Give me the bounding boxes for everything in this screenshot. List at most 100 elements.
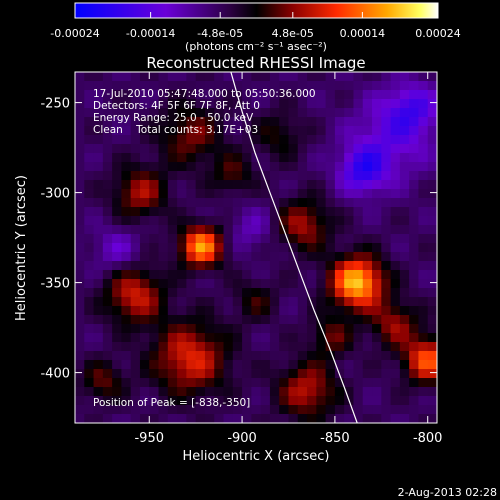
heatmap-cell xyxy=(390,315,401,325)
heatmap-cell xyxy=(223,297,234,307)
heatmap-cell xyxy=(195,414,206,423)
heatmap-cell xyxy=(121,108,132,118)
heatmap-cell xyxy=(362,369,373,379)
heatmap-cell xyxy=(390,351,401,361)
heatmap-cell xyxy=(269,378,280,388)
heatmap-cell xyxy=(334,396,345,406)
heatmap-cell xyxy=(149,81,160,91)
heatmap-cell xyxy=(427,324,437,334)
heatmap-cell xyxy=(288,162,299,172)
heatmap-cell xyxy=(334,225,345,235)
heatmap-cell xyxy=(167,126,178,136)
heatmap-cell xyxy=(158,81,169,91)
heatmap-cell xyxy=(149,288,160,298)
heatmap-cell xyxy=(307,405,317,415)
chart-title: Reconstructed RHESSI Image xyxy=(146,54,365,72)
heatmap-cell xyxy=(251,342,262,352)
heatmap-cell xyxy=(177,135,187,145)
heatmap-cell xyxy=(93,225,104,235)
heatmap-cell xyxy=(75,162,85,172)
heatmap-cell xyxy=(186,252,197,262)
heatmap-cell xyxy=(112,225,123,235)
heatmap-cell xyxy=(121,135,132,145)
heatmap-cell xyxy=(93,405,104,415)
heatmap-cell xyxy=(325,162,336,172)
heatmap-cell xyxy=(381,351,392,361)
info-energy-range: Energy Range: 25.0 - 50.0 keV xyxy=(93,112,254,124)
heatmap-cell xyxy=(381,360,392,370)
heatmap-cell xyxy=(316,414,327,423)
heatmap-cell xyxy=(372,225,382,235)
heatmap-cell xyxy=(362,243,373,253)
heatmap-cell xyxy=(409,144,420,154)
heatmap-cell xyxy=(251,261,262,271)
heatmap-cell xyxy=(112,396,123,406)
heatmap-cell xyxy=(316,198,327,208)
heatmap-cell xyxy=(242,396,252,406)
heatmap-cell xyxy=(139,225,150,235)
heatmap-cell xyxy=(344,342,355,352)
heatmap-cell xyxy=(130,342,141,352)
heatmap-cell xyxy=(112,378,123,388)
heatmap-cell xyxy=(102,252,113,262)
heatmap-cell xyxy=(177,243,187,253)
heatmap-cell xyxy=(139,252,150,262)
heatmap-cell xyxy=(149,216,160,226)
heatmap-cell xyxy=(121,81,132,91)
heatmap-cell xyxy=(427,378,437,388)
heatmap-cell xyxy=(344,126,355,136)
heatmap-cell xyxy=(334,243,345,253)
heatmap-cell xyxy=(344,216,355,226)
heatmap-cell xyxy=(288,360,299,370)
heatmap-cell xyxy=(325,414,336,423)
heatmap-cell xyxy=(158,234,169,244)
heatmap-cell xyxy=(93,396,104,406)
heatmap-cell xyxy=(288,126,299,136)
heatmap-cell xyxy=(427,360,437,370)
heatmap-cell xyxy=(325,126,336,136)
heatmap-cell xyxy=(112,315,123,325)
heatmap-cell xyxy=(204,81,215,91)
heatmap-cell xyxy=(167,396,178,406)
heatmap-cell xyxy=(167,369,178,379)
heatmap-cell xyxy=(353,216,364,226)
heatmap-cell xyxy=(353,126,364,136)
heatmap-cell xyxy=(251,198,262,208)
heatmap-cell xyxy=(325,369,336,379)
heatmap-cell xyxy=(232,162,243,172)
heatmap-cell xyxy=(177,342,187,352)
heatmap-cell xyxy=(84,108,95,118)
heatmap-cell xyxy=(260,315,271,325)
heatmap-cell xyxy=(223,252,234,262)
heatmap-cell xyxy=(409,216,420,226)
heatmap-cell xyxy=(372,387,382,397)
heatmap-cell xyxy=(149,234,160,244)
heatmap-cell xyxy=(334,297,345,307)
heatmap-cell xyxy=(390,360,401,370)
heatmap-cell xyxy=(102,351,113,361)
heatmap-cell xyxy=(223,234,234,244)
heatmap-cell xyxy=(195,342,206,352)
heatmap-cell xyxy=(214,99,225,109)
heatmap-cell xyxy=(121,279,132,289)
heatmap-cell xyxy=(288,414,299,423)
y-tick-label: -250 xyxy=(40,97,70,112)
colorbar-tick-label: -0.00014 xyxy=(126,27,175,40)
heatmap-cell xyxy=(130,126,141,136)
heatmap-cell xyxy=(149,225,160,235)
heatmap-cell xyxy=(158,378,169,388)
heatmap-cell xyxy=(84,378,95,388)
heatmap-cell xyxy=(409,99,420,109)
heatmap-cell xyxy=(112,234,123,244)
heatmap-cell xyxy=(427,90,437,100)
heatmap-cell xyxy=(316,369,327,379)
heatmap-cell xyxy=(334,207,345,217)
heatmap-cell xyxy=(84,243,95,253)
heatmap-cell xyxy=(223,351,234,361)
heatmap-cell xyxy=(288,351,299,361)
heatmap-cell xyxy=(158,108,169,118)
heatmap-cell xyxy=(372,261,382,271)
heatmap-cell xyxy=(372,342,382,352)
heatmap-cell xyxy=(427,180,437,190)
heatmap-cell xyxy=(242,225,252,235)
